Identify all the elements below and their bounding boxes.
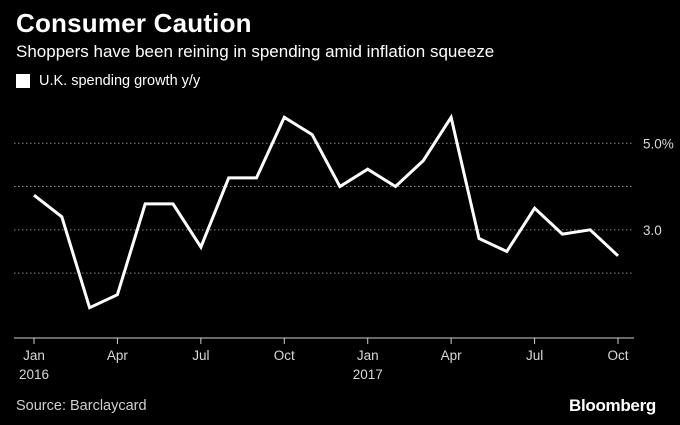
x-tick-label: Jan: [23, 348, 45, 363]
chart-subtitle: Shoppers have been reining in spending a…: [16, 42, 495, 61]
legend-label: U.K. spending growth y/y: [39, 73, 201, 89]
chart-title: Consumer Caution: [16, 8, 252, 38]
x-tick-year-label: 2016: [19, 367, 49, 382]
x-tick-year-label: 2017: [353, 367, 383, 382]
y-tick-label: 5.0%: [643, 136, 674, 151]
x-tick-label: Jul: [526, 348, 543, 363]
y-tick-label: 3.0: [643, 223, 662, 238]
x-tick-label: Jul: [192, 348, 209, 363]
x-tick-label: Oct: [274, 348, 295, 363]
source-note: Source: Barclaycard: [16, 398, 147, 414]
x-tick-label: Apr: [441, 348, 463, 363]
x-tick-label: Apr: [107, 348, 129, 363]
x-tick-label: Jan: [357, 348, 379, 363]
legend: U.K. spending growth y/y: [16, 73, 200, 89]
legend-swatch: [16, 74, 30, 88]
bloomberg-logo: Bloomberg: [568, 396, 656, 415]
series-line: [33, 113, 620, 310]
x-tick-label: Oct: [607, 348, 628, 363]
